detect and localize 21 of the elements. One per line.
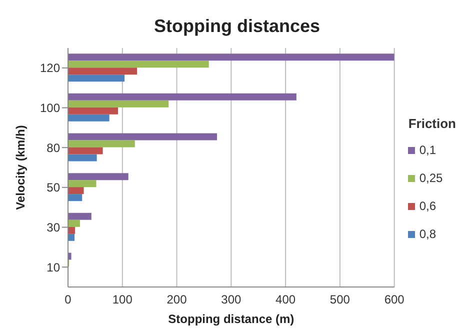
y-tick-label: 120: [40, 61, 60, 76]
legend-label: 0,1: [419, 143, 436, 157]
x-tick-label: 200: [166, 292, 188, 307]
legend-title: Friction: [408, 116, 456, 131]
legend-label: 0,6: [419, 199, 436, 213]
y-tick-label: 80: [46, 140, 60, 155]
x-tick-label: 300: [221, 292, 242, 307]
y-tick-label: 10: [46, 260, 60, 274]
x-tick-label: 600: [384, 292, 405, 307]
legend-label: 0,25: [419, 171, 443, 185]
x-tick-label: 400: [276, 292, 296, 307]
legend-label: 0,8: [419, 227, 436, 241]
y-tick-label: 30: [46, 220, 60, 235]
x-tick-label: 0: [64, 292, 72, 307]
y-tick-label: 100: [40, 101, 60, 116]
x-tick-label: 100: [112, 292, 133, 307]
chart-title: Stopping distances: [152, 15, 322, 38]
x-tick-label: 500: [330, 292, 350, 307]
y-axis-title: Velocity (km/h): [13, 125, 28, 210]
x-axis-title: Stopping distance (m): [168, 312, 294, 326]
y-tick-label: 50: [46, 180, 60, 195]
